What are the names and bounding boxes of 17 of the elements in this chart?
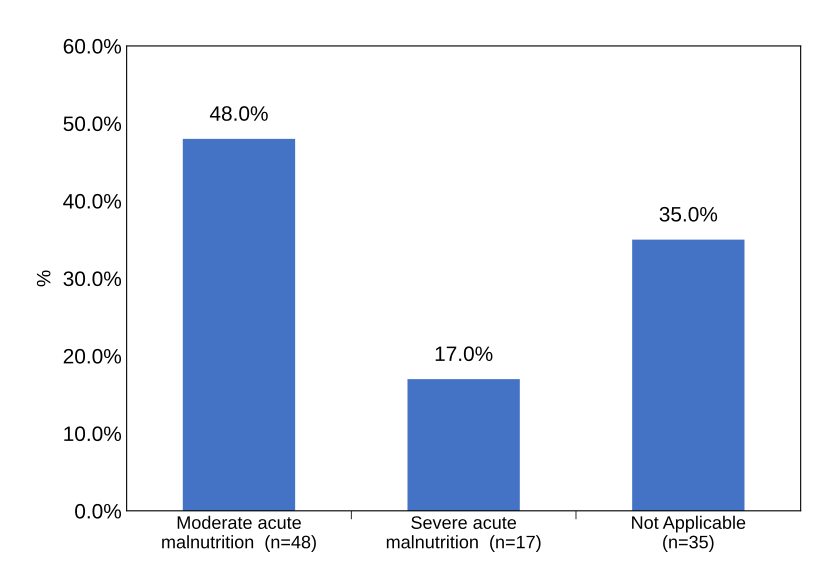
bar <box>632 240 744 511</box>
y-tick-label: 0.0% <box>75 504 122 519</box>
y-tick-label: 30.0% <box>64 271 122 286</box>
y-tick-label: 60.0% <box>64 38 122 54</box>
y-tick-label: 20.0% <box>64 348 122 364</box>
y-tick-label: 10.0% <box>64 426 122 442</box>
y-tick-label: 50.0% <box>64 116 122 132</box>
y-axis-title: % <box>36 270 50 286</box>
data-label: 35.0% <box>660 206 718 222</box>
bar <box>407 379 520 511</box>
data-label: 48.0% <box>210 106 268 121</box>
data-label: 17.0% <box>436 346 492 362</box>
x-tick-label: Moderate acute malnutrition (n=48) <box>162 516 316 552</box>
x-tick-label: Severe acute malnutrition (n=17) <box>386 516 541 552</box>
x-tick-label: Not Applicable (n=35) <box>632 516 746 552</box>
bar <box>182 138 296 511</box>
y-tick-label: 40.0% <box>63 194 122 209</box>
